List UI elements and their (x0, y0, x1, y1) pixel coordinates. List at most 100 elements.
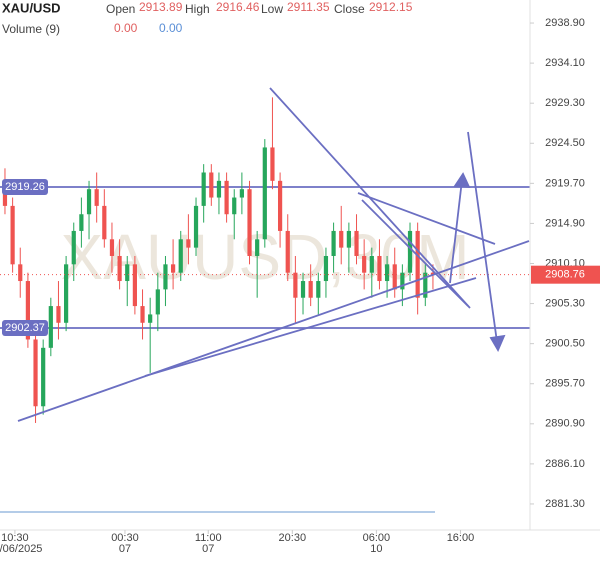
y-tick-label: 2929.30 (545, 97, 585, 109)
candle-body (163, 264, 168, 290)
candle-body (430, 272, 436, 275)
x-tick-label: 11:00 (195, 532, 222, 544)
x-tick-label: 00:30 (111, 532, 139, 544)
candle-body (415, 230, 420, 298)
y-tick-label: 2938.90 (545, 17, 585, 29)
candle-body (308, 281, 313, 298)
candle-body (255, 239, 260, 256)
y-tick-label: 2905.30 (545, 297, 585, 309)
candle-body (262, 147, 267, 240)
candle-body (384, 264, 390, 282)
candle-body (400, 272, 405, 290)
x-tick-label: 10:30 (1, 532, 29, 544)
symbol: XAU/USD (2, 0, 61, 15)
candle-body (285, 230, 290, 273)
candle-body (331, 230, 336, 256)
y-tick-label: 2890.90 (545, 418, 585, 430)
candle-body (362, 255, 367, 273)
candle-body (323, 255, 329, 282)
y-tick-label: 2886.10 (545, 458, 585, 470)
candle-body (369, 255, 374, 273)
candle-body (423, 272, 428, 298)
last-price-box (531, 265, 600, 284)
x-tick-label: 20:30 (279, 532, 307, 544)
arrow-head (489, 334, 506, 352)
x-tick-label: 16:00 (447, 532, 475, 544)
trend-line (144, 277, 477, 377)
candle-body (300, 281, 306, 298)
high-value: 2916.46 (216, 0, 260, 14)
candle-body (94, 189, 99, 206)
hline-label: 2919.26 (5, 181, 45, 193)
high-label: High (185, 2, 210, 16)
arrow-line (449, 179, 463, 284)
hline-label-box (2, 320, 48, 337)
plot (0, 97, 530, 423)
low-label: Low (261, 2, 283, 16)
low-value: 2911.35 (287, 0, 330, 14)
candle-body (407, 230, 413, 273)
hline-label: 2902.37 (5, 322, 45, 334)
candle-body (102, 205, 107, 240)
hline-label-box (2, 179, 48, 196)
candle-body (48, 306, 53, 348)
candle-body (132, 264, 137, 307)
candle-body (10, 205, 15, 265)
candle-body (339, 230, 344, 248)
trend-line (361, 199, 469, 307)
close-label: Close (334, 2, 365, 16)
y-tick-label: 2919.70 (545, 177, 585, 189)
volume-value: 0.00 (114, 21, 138, 35)
candle-body (193, 205, 199, 248)
candle-body (293, 272, 298, 298)
candle-body (25, 281, 30, 340)
open-label: Open (106, 2, 135, 16)
candle-body (392, 264, 397, 290)
x-tick-label: 06:00 (363, 532, 391, 544)
volume-label: Volume (9) (2, 22, 60, 36)
candle-body (270, 147, 275, 181)
candle-body (64, 264, 69, 323)
candle-body (216, 180, 222, 198)
x-tick-sublabel: 10 (370, 543, 382, 555)
trend-line (357, 192, 496, 245)
candle-body (71, 230, 76, 265)
candle-body (170, 264, 176, 273)
y-tick-label: 2881.30 (545, 498, 585, 510)
candle-body (354, 230, 359, 256)
y-tick-label: 2934.10 (545, 57, 585, 69)
candle-body (140, 306, 145, 323)
y-tick-label: 2900.50 (545, 338, 585, 350)
candle-body (239, 189, 244, 198)
last-price-label: 2908.76 (545, 269, 585, 281)
drawings (17, 87, 530, 422)
candle-body (377, 255, 382, 282)
candle-body (155, 289, 160, 315)
candle-body (86, 189, 92, 215)
trend-line (17, 240, 530, 422)
x-tick-sublabel: 07 (119, 543, 131, 555)
x-tick-sublabel: 03/06/2025 (0, 543, 42, 555)
arrow-line (467, 131, 498, 343)
candle-body (232, 197, 237, 215)
close-value: 2912.15 (369, 0, 413, 14)
candle-body (277, 180, 283, 231)
candle-body (79, 214, 84, 231)
candle-body (125, 264, 130, 282)
candle-body (148, 314, 153, 323)
y-tick-label: 2914.90 (545, 217, 585, 229)
candle-body (186, 239, 191, 248)
candle-body (224, 180, 229, 215)
candle-body (56, 306, 61, 323)
candle-body (201, 172, 206, 206)
open-value: 2913.89 (139, 0, 183, 14)
candle-body (109, 239, 115, 256)
candle-body (209, 172, 214, 198)
candle-body (33, 339, 38, 407)
candle-body (346, 230, 351, 248)
candle-body (2, 185, 8, 206)
candle-body (41, 347, 46, 407)
candle-body (178, 239, 183, 273)
y-tick-label: 2895.70 (545, 378, 585, 390)
